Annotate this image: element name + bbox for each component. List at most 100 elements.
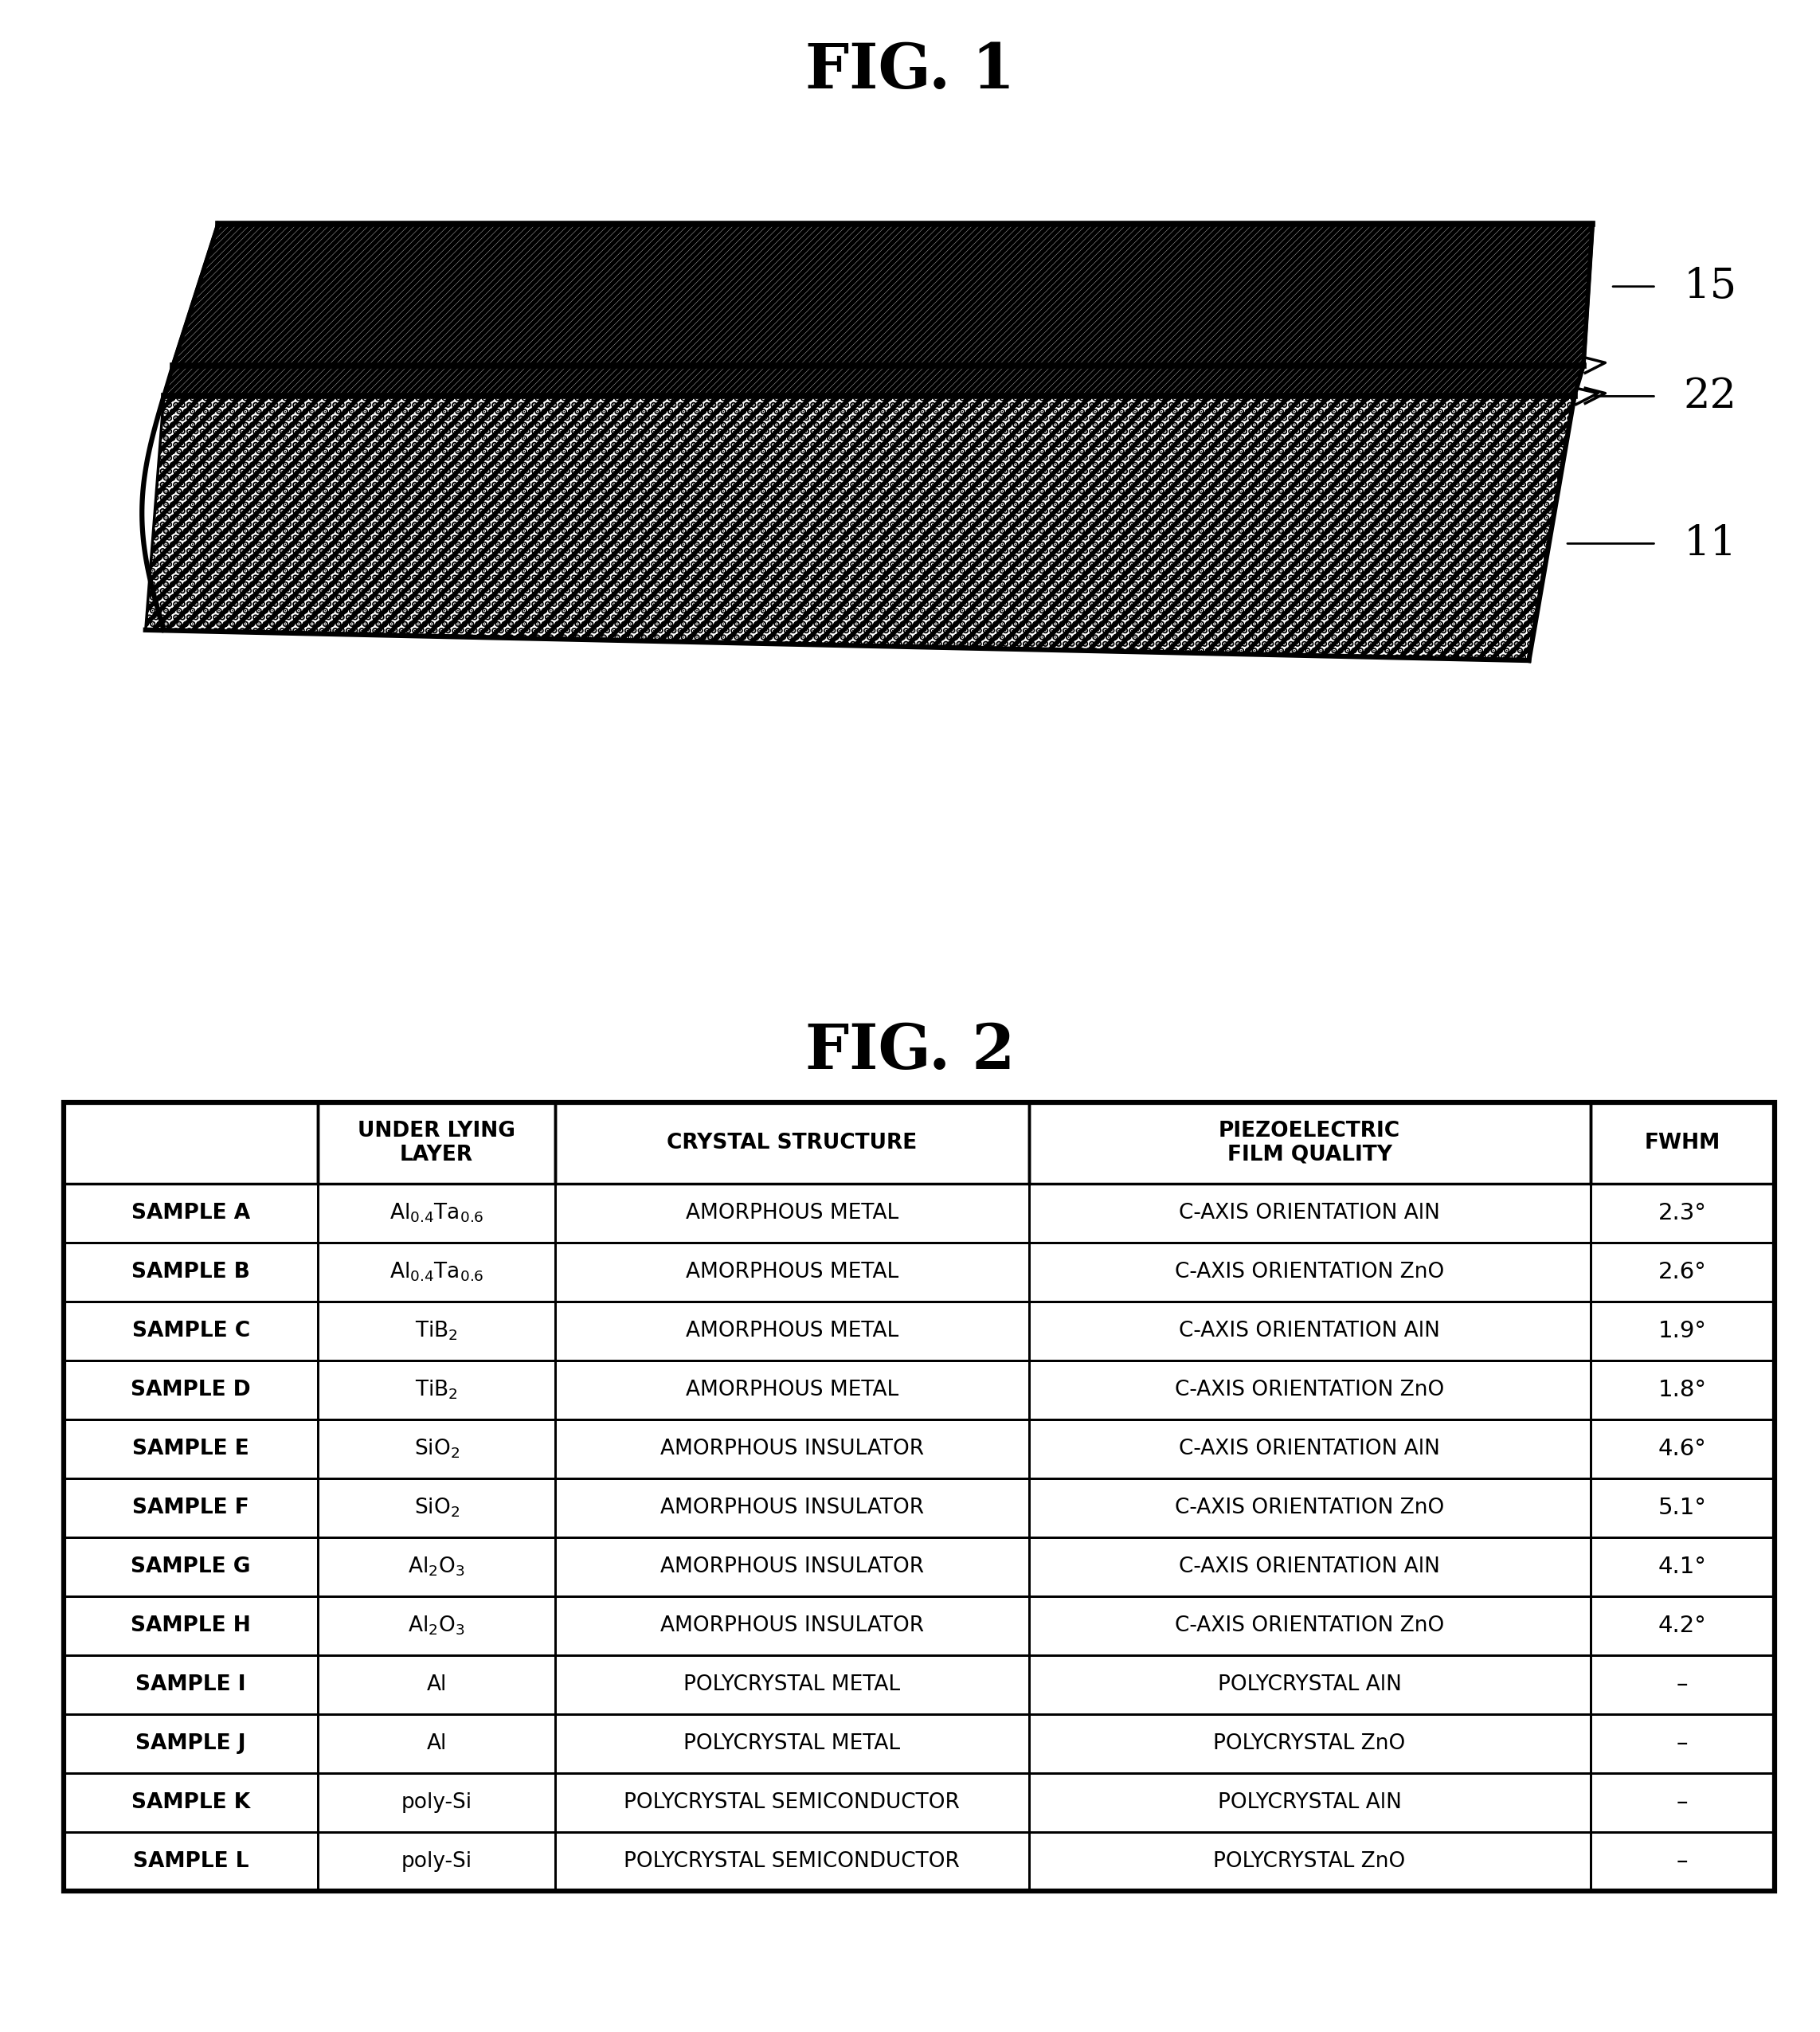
Bar (1028, 1772, 1591, 1833)
Text: SAMPLE D: SAMPLE D (131, 1380, 251, 1400)
Text: FIG. 1: FIG. 1 (804, 41, 1016, 102)
Text: POLYCRYSTAL SEMICONDUCTOR: POLYCRYSTAL SEMICONDUCTOR (624, 1851, 959, 1871)
Bar (555, 1715, 1028, 1772)
Bar (64, 1418, 318, 1479)
Bar (318, 1597, 555, 1654)
Bar (555, 1418, 1028, 1479)
Bar (64, 1477, 318, 1536)
Bar (1028, 1242, 1591, 1300)
Bar (1028, 1361, 1591, 1418)
Bar (1591, 1361, 1774, 1418)
Bar (1028, 1833, 1591, 1890)
Bar (1028, 1477, 1591, 1536)
Text: SiO$_2$: SiO$_2$ (413, 1496, 459, 1520)
Text: SAMPLE F: SAMPLE F (133, 1498, 249, 1518)
Text: POLYCRYSTAL AlN: POLYCRYSTAL AlN (1218, 1792, 1401, 1813)
Bar (1028, 1101, 1591, 1183)
Text: SAMPLE E: SAMPLE E (133, 1439, 249, 1459)
Text: AMORPHOUS INSULATOR: AMORPHOUS INSULATOR (661, 1498, 925, 1518)
Text: POLYCRYSTAL ZnO: POLYCRYSTAL ZnO (1214, 1733, 1405, 1754)
Text: UNDER LYING
LAYER: UNDER LYING LAYER (359, 1122, 515, 1164)
Text: AMORPHOUS INSULATOR: AMORPHOUS INSULATOR (661, 1439, 925, 1459)
Text: C-AXIS ORIENTATION AlN: C-AXIS ORIENTATION AlN (1179, 1203, 1440, 1223)
Bar (64, 1536, 318, 1597)
Text: SAMPLE G: SAMPLE G (131, 1557, 251, 1577)
Bar (1591, 1242, 1774, 1300)
Bar (1591, 1654, 1774, 1713)
Polygon shape (164, 366, 1583, 396)
Bar (555, 1654, 1028, 1713)
Text: AMORPHOUS INSULATOR: AMORPHOUS INSULATOR (661, 1615, 925, 1636)
Text: 11: 11 (1684, 524, 1736, 563)
Text: 5.1°: 5.1° (1658, 1498, 1707, 1518)
Text: SAMPLE K: SAMPLE K (131, 1792, 251, 1813)
Bar (64, 1101, 1774, 1890)
Bar (64, 1242, 318, 1300)
Bar (318, 1101, 555, 1183)
Text: AMORPHOUS METAL: AMORPHOUS METAL (686, 1203, 899, 1223)
Text: SAMPLE J: SAMPLE J (136, 1733, 246, 1754)
Polygon shape (146, 396, 1574, 660)
Text: C-AXIS ORIENTATION AlN: C-AXIS ORIENTATION AlN (1179, 1321, 1440, 1341)
Bar (64, 1183, 318, 1242)
Text: 4.2°: 4.2° (1658, 1615, 1707, 1636)
Bar (1591, 1772, 1774, 1833)
Text: 4.1°: 4.1° (1658, 1557, 1707, 1577)
Bar (1591, 1597, 1774, 1654)
Text: AMORPHOUS METAL: AMORPHOUS METAL (686, 1321, 899, 1341)
Text: SAMPLE A: SAMPLE A (131, 1203, 251, 1223)
Text: Al$_{0.4}$Ta$_{0.6}$: Al$_{0.4}$Ta$_{0.6}$ (389, 1201, 484, 1225)
Bar (318, 1654, 555, 1713)
Text: C-AXIS ORIENTATION AlN: C-AXIS ORIENTATION AlN (1179, 1439, 1440, 1459)
Text: Al$_{0.4}$Ta$_{0.6}$: Al$_{0.4}$Ta$_{0.6}$ (389, 1260, 484, 1284)
Text: C-AXIS ORIENTATION ZnO: C-AXIS ORIENTATION ZnO (1174, 1615, 1445, 1636)
Text: 4.6°: 4.6° (1658, 1439, 1707, 1459)
Bar (1591, 1715, 1774, 1772)
Text: AMORPHOUS METAL: AMORPHOUS METAL (686, 1380, 899, 1400)
Text: C-AXIS ORIENTATION ZnO: C-AXIS ORIENTATION ZnO (1174, 1262, 1445, 1282)
Text: CRYSTAL STRUCTURE: CRYSTAL STRUCTURE (666, 1132, 917, 1154)
Bar (318, 1300, 555, 1361)
Text: TiB$_2$: TiB$_2$ (415, 1378, 459, 1402)
Bar (318, 1477, 555, 1536)
Bar (64, 1300, 318, 1361)
Bar (318, 1418, 555, 1479)
Bar (1591, 1536, 1774, 1597)
Bar (318, 1715, 555, 1772)
Text: –: – (1676, 1733, 1689, 1754)
Bar (1591, 1833, 1774, 1890)
Bar (555, 1242, 1028, 1300)
Bar (555, 1101, 1028, 1183)
Text: SAMPLE I: SAMPLE I (136, 1674, 246, 1695)
Text: 22: 22 (1684, 376, 1736, 417)
Text: POLYCRYSTAL AlN: POLYCRYSTAL AlN (1218, 1674, 1401, 1695)
Text: AMORPHOUS METAL: AMORPHOUS METAL (686, 1262, 899, 1282)
Text: 1.8°: 1.8° (1658, 1380, 1707, 1400)
Bar (64, 1101, 318, 1183)
Bar (318, 1833, 555, 1890)
Bar (555, 1772, 1028, 1833)
Bar (555, 1536, 1028, 1597)
Bar (1028, 1183, 1591, 1242)
Bar (555, 1183, 1028, 1242)
Text: FIG. 2: FIG. 2 (804, 1022, 1016, 1081)
Text: 2.6°: 2.6° (1658, 1262, 1707, 1282)
Bar (555, 1833, 1028, 1890)
Bar (555, 1597, 1028, 1654)
Text: C-AXIS ORIENTATION ZnO: C-AXIS ORIENTATION ZnO (1174, 1498, 1445, 1518)
Bar (318, 1183, 555, 1242)
Bar (1591, 1183, 1774, 1242)
Text: Al$_2$O$_3$: Al$_2$O$_3$ (408, 1554, 464, 1579)
Text: POLYCRYSTAL METAL: POLYCRYSTAL METAL (684, 1674, 901, 1695)
Text: Al: Al (426, 1674, 446, 1695)
Text: Al: Al (426, 1733, 446, 1754)
Bar (555, 1300, 1028, 1361)
Text: 1.9°: 1.9° (1658, 1321, 1707, 1341)
Bar (1028, 1654, 1591, 1713)
Bar (555, 1361, 1028, 1418)
Text: SAMPLE C: SAMPLE C (131, 1321, 249, 1341)
Bar (318, 1536, 555, 1597)
Text: POLYCRYSTAL ZnO: POLYCRYSTAL ZnO (1214, 1851, 1405, 1871)
Bar (1591, 1101, 1774, 1183)
Text: SiO$_2$: SiO$_2$ (413, 1437, 459, 1461)
